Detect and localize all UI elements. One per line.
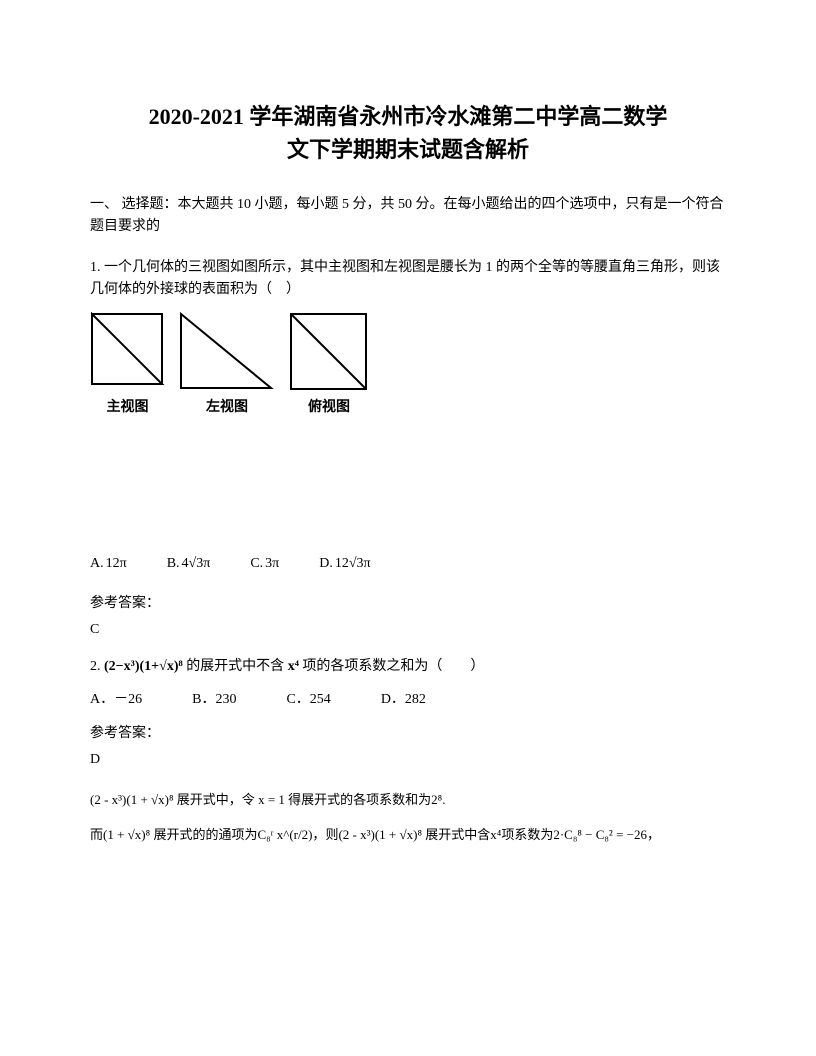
q1-answer: C xyxy=(90,622,726,638)
q2-prefix: 2. xyxy=(90,659,104,674)
q1-option-a: A. 12π xyxy=(90,556,127,572)
q2-tail: 项的各项系数之和为（ ） xyxy=(299,659,485,674)
left-view-block: 左视图 xyxy=(177,312,277,416)
top-view-label: 俯视图 xyxy=(308,396,350,416)
opt-d-math: 12√3π xyxy=(335,556,371,572)
title-line-1: 2020-2021 学年湖南省永州市冷水滩第二中学高二数学 xyxy=(149,104,668,129)
q2-options: A．－26 B．230 C．254 D．282 xyxy=(90,688,726,708)
expl1-a: (2 - x³)(1 + √x)⁸ xyxy=(90,792,174,807)
opt-d-prefix: D. xyxy=(319,556,333,572)
page-title: 2020-2021 学年湖南省永州市冷水滩第二中学高二数学 文下学期期末试题含解… xyxy=(90,100,726,166)
q1-option-c: C. 3π xyxy=(250,556,279,572)
expl1-b: 展开式中，令 xyxy=(174,792,259,807)
opt-b-prefix: B. xyxy=(167,556,180,572)
expl2-h: x⁴ xyxy=(490,827,501,842)
q1-option-b: B. 4√3π xyxy=(167,556,211,572)
q1-options: A. 12π B. 4√3π C. 3π D. 12√3π xyxy=(90,556,726,572)
title-line-2: 文下学期期末试题含解析 xyxy=(287,137,529,162)
expl2-i: 项系数为 xyxy=(501,827,553,842)
expl1-c: x = 1 xyxy=(258,792,285,807)
top-view-block: 俯视图 xyxy=(289,312,369,416)
question-2-text: 2. (2−x³)(1+√x)⁸ 的展开式中不含 x⁴ 项的各项系数之和为（ ） xyxy=(90,656,726,678)
main-view-svg xyxy=(90,312,165,392)
q1-option-d: D. 12√3π xyxy=(319,556,370,572)
section-1-heading: 一、 选择题：本大题共 10 小题，每小题 5 分，共 50 分。在每小题给出的… xyxy=(90,194,726,239)
expl2-f: (2 - x³)(1 + √x)⁸ xyxy=(338,827,422,842)
q2-answer-label: 参考答案： xyxy=(90,722,726,742)
q2-mid: 的展开式中不含 xyxy=(183,659,288,674)
question-1-text: 1. 一个几何体的三视图如图所示，其中主视图和左视图是腰长为 1 的两个全等的等… xyxy=(90,257,726,302)
opt-c-prefix: C. xyxy=(250,556,263,572)
opt-a-prefix: A. xyxy=(90,556,104,572)
left-view-svg xyxy=(177,312,277,392)
opt-a-math: 12π xyxy=(106,556,127,572)
top-view-svg xyxy=(289,312,369,392)
opt-c-math: 3π xyxy=(265,556,279,572)
expl1-d: 得展开式的各项系数和为 xyxy=(285,792,431,807)
expl2-g: 展开式中含 xyxy=(422,827,490,842)
q1-answer-label: 参考答案： xyxy=(90,592,726,612)
q2-math-lhs: (2−x³)(1+√x)⁸ xyxy=(104,659,183,674)
expl2-j: 2·C₈⁸ − C₈² = −26， xyxy=(553,827,660,842)
q2-option-c: C．254 xyxy=(286,688,330,708)
expl2-b: (1 + √x)⁸ xyxy=(103,827,150,842)
q2-option-a: A．－26 xyxy=(90,688,142,708)
main-view-block: 主视图 xyxy=(90,312,165,416)
explanation-line-2: 而(1 + √x)⁸ 展开式的的通项为C₈ʳ x^(r/2)，则(2 - x³)… xyxy=(90,821,726,850)
three-view-figures: 主视图 左视图 俯视图 xyxy=(90,312,726,416)
q2-math-term: x⁴ xyxy=(288,659,299,674)
q2-option-d: D．282 xyxy=(381,688,426,708)
expl2-c: 展开式的的通项为 xyxy=(150,827,257,842)
opt-b-math: 4√3π xyxy=(182,556,211,572)
expl1-e: 2⁸. xyxy=(431,792,445,807)
expl2-a: 而 xyxy=(90,827,103,842)
q2-option-b: B．230 xyxy=(192,688,236,708)
explanation-line-1: (2 - x³)(1 + √x)⁸ 展开式中，令 x = 1 得展开式的各项系数… xyxy=(90,786,726,815)
q2-answer: D xyxy=(90,752,726,768)
expl2-d: C₈ʳ x^(r/2)， xyxy=(257,827,325,842)
left-view-label: 左视图 xyxy=(206,396,248,416)
main-view-label: 主视图 xyxy=(107,396,149,416)
expl2-e: 则 xyxy=(325,827,338,842)
